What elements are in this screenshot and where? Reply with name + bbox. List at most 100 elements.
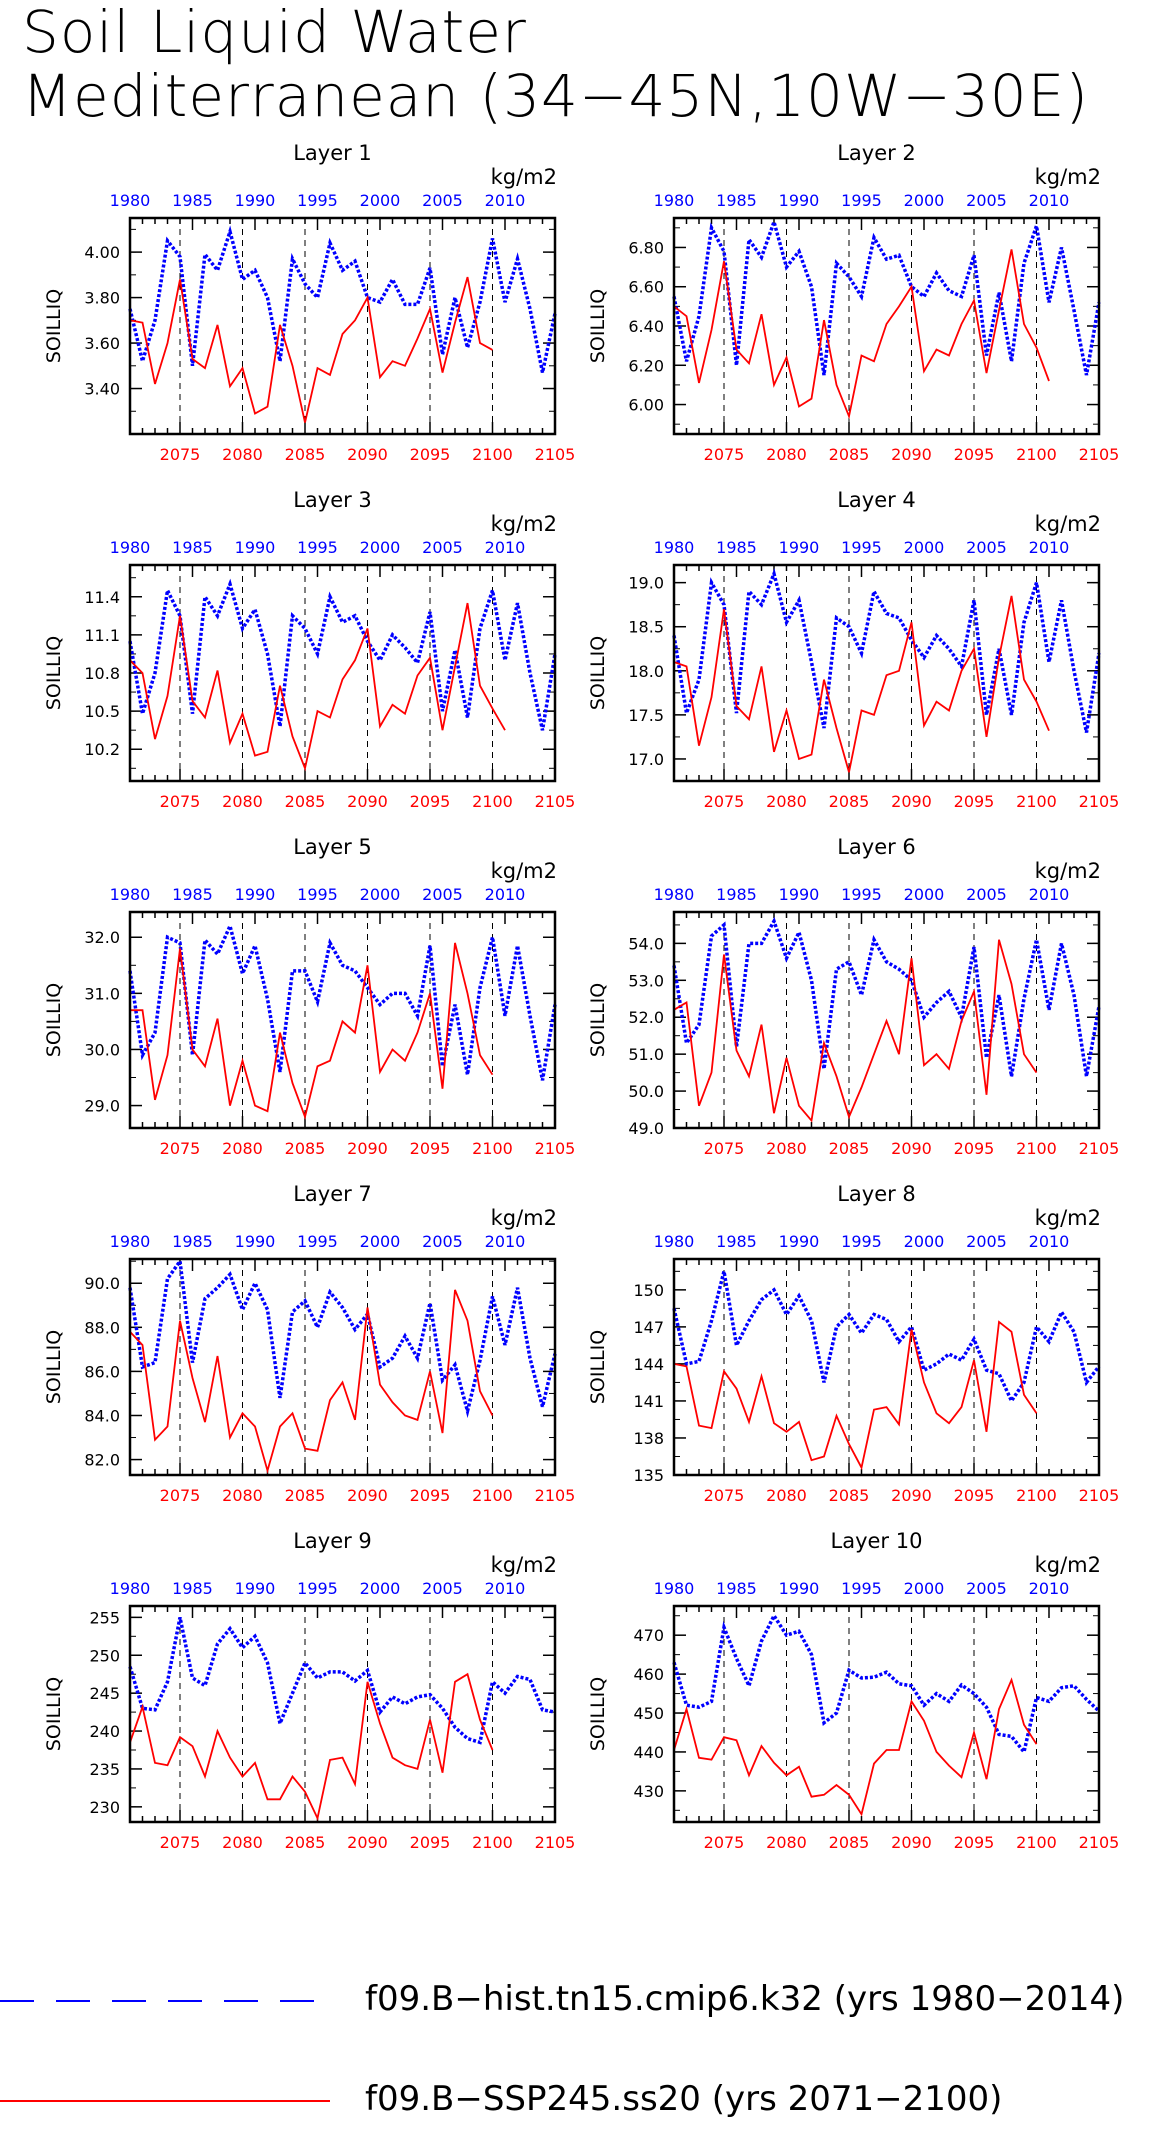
y-tick-label: 3.60 [84,334,120,353]
units-label: kg/m2 [1035,859,1101,883]
series-ssp-line [673,595,1050,773]
legend-swatch-ssp [0,2100,330,2102]
y-tick-label: 30.0 [84,1040,120,1059]
x-tick-label-bottom: 2100 [472,445,513,464]
panel-title: Layer 8 [837,1182,916,1206]
x-tick-label-bottom: 2085 [829,792,870,811]
y-tick-label: 90.0 [84,1274,120,1293]
plot-frame [128,563,557,783]
y-axis-label: SOILLIQ [43,983,65,1057]
x-tick-label-bottom: 2080 [766,445,807,464]
series-ssp-line [129,1289,494,1474]
x-tick-label-top: 1980 [654,1579,695,1598]
x-tick-label-bottom: 2100 [472,1833,513,1852]
x-tick-label-bottom: 2095 [410,1139,451,1158]
y-tick-label: 135 [633,1466,664,1485]
units-label: kg/m2 [1035,165,1101,189]
x-tick-label-top: 2010 [1029,1579,1070,1598]
x-tick-label-top: 1990 [779,1579,820,1598]
x-tick-label-bottom: 2085 [285,445,326,464]
y-tick-label: 31.0 [84,984,120,1003]
x-tick-label-top: 1995 [841,885,882,904]
y-tick-label: 6.80 [628,238,664,257]
units-label: kg/m2 [491,165,557,189]
x-tick-label-top: 1985 [172,191,213,210]
x-tick-label-top: 1990 [235,191,276,210]
panel-title: Layer 7 [293,1182,372,1206]
y-tick-label: 17.0 [628,750,664,769]
x-tick-label-bottom: 2090 [347,1486,388,1505]
x-tick-label-bottom: 2105 [1079,1833,1120,1852]
x-tick-label-top: 1980 [110,1232,151,1251]
y-tick-label: 86.0 [84,1362,120,1381]
x-tick-label-top: 1995 [297,538,338,557]
x-tick-label-top: 2005 [422,1579,463,1598]
x-tick-label-top: 1995 [841,538,882,557]
panel-title: Layer 3 [293,488,372,512]
x-tick-label-bottom: 2090 [347,792,388,811]
series-ssp-line [129,1672,494,1821]
x-tick-label-top: 1980 [110,191,151,210]
x-tick-label-top: 1985 [716,885,757,904]
y-tick-label: 141 [633,1392,664,1411]
x-tick-label-top: 2000 [904,1232,945,1251]
x-tick-label-top: 1980 [654,191,695,210]
x-tick-label-bottom: 2100 [472,792,513,811]
panel-title: Layer 1 [293,141,372,165]
y-tick-label: 53.0 [628,971,664,990]
panel-title: Layer 2 [837,141,916,165]
x-tick-label-bottom: 2075 [160,1139,201,1158]
x-tick-label-top: 2010 [485,1232,526,1251]
x-tick-label-top: 2010 [485,191,526,210]
legend-item-ssp: f09.B−SSP245.ss20 (yrs 2071−2100) [0,2075,1155,2135]
panel-10: Layer 10 kg/m2 SOILLIQ 2075 2080 2085 2090 2095… [587,1529,1119,1852]
x-tick-label-bottom: 2095 [954,1139,995,1158]
x-tick-label-top: 2010 [1029,538,1070,557]
legend-label-hist: f09.B−hist.tn15.cmip6.k32 (yrs 1980−2014… [365,1979,1125,2019]
x-tick-label-top: 1995 [297,1579,338,1598]
y-tick-label: 144 [633,1355,664,1374]
plot-frame [672,1604,1101,1824]
x-tick-label-bottom: 2095 [954,1833,995,1852]
title-line-2: Mediterranean (34−45N,10W−30E) [22,62,1089,130]
panel-9: Layer 9 kg/m2 SOILLIQ 2075 2080 2085 2090 2095 2… [43,1529,575,1852]
x-tick-label-bottom: 2090 [891,1139,932,1158]
x-tick-label-top: 2005 [966,191,1007,210]
y-axis-label: SOILLIQ [43,636,65,710]
x-tick-label-bottom: 2080 [222,1833,263,1852]
series-hist-line [672,1612,1101,1756]
x-tick-label-bottom: 2095 [410,792,451,811]
x-tick-label-bottom: 2075 [160,445,201,464]
series-ssp-line [130,942,494,1120]
x-tick-label-top: 1990 [235,538,276,557]
x-tick-label-bottom: 2075 [160,1833,201,1852]
plot-frame [128,216,557,436]
x-tick-label-top: 1985 [716,1579,757,1598]
x-tick-label-top: 2005 [966,885,1007,904]
y-tick-label: 52.0 [628,1008,664,1027]
x-tick-label-bottom: 2100 [1016,1486,1057,1505]
units-label: kg/m2 [491,1206,557,1230]
y-tick-label: 10.8 [84,664,120,683]
x-tick-label-top: 1990 [235,1232,276,1251]
x-tick-label-bottom: 2090 [347,1139,388,1158]
x-tick-label-bottom: 2105 [1079,1139,1120,1158]
x-tick-label-top: 1995 [297,1232,338,1251]
y-tick-label: 18.5 [628,618,664,637]
x-tick-label-top: 1995 [841,191,882,210]
y-tick-label: 84.0 [84,1406,120,1425]
x-tick-label-top: 1995 [841,1579,882,1598]
x-tick-label-top: 2010 [485,1579,526,1598]
x-tick-label-bottom: 2105 [535,1139,576,1158]
series-hist-line [128,225,557,373]
y-tick-label: 6.60 [628,278,664,297]
x-tick-label-top: 2005 [422,1232,463,1251]
y-tick-label: 3.40 [84,380,120,399]
y-tick-label: 240 [89,1722,120,1741]
x-tick-label-bottom: 2080 [766,792,807,811]
x-tick-label-top: 1980 [654,538,695,557]
x-tick-label-top: 1980 [110,885,151,904]
x-tick-label-top: 1985 [172,1232,213,1251]
x-tick-label-bottom: 2090 [891,445,932,464]
y-axis-label: SOILLIQ [43,1677,65,1751]
